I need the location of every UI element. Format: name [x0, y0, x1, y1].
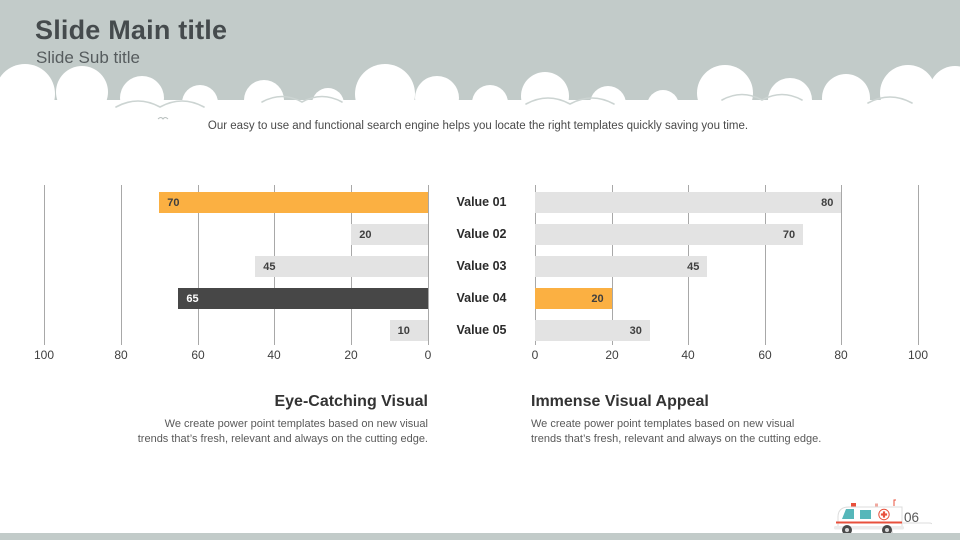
bar-value-label: 20 [359, 228, 372, 241]
axis-tick-label: 100 [33, 348, 55, 362]
bar-value-label: 20 [591, 292, 604, 305]
bar-value-label: 80 [821, 196, 834, 209]
chart-left-plot: 100 80 60 40 20 0 70 20 45 65 10 [34, 185, 431, 362]
axis-tick-label: 60 [191, 348, 205, 362]
bar-left-value-05: 10 [389, 320, 428, 341]
bar-left-value-04: 65 [178, 288, 428, 309]
gridline [918, 185, 919, 345]
axis-tick-label: 100 [907, 348, 929, 362]
category-label: Value 02 [456, 227, 507, 241]
category-label: Value 03 [456, 259, 507, 273]
bar-value-label: 45 [263, 260, 276, 273]
bar-left-value-03: 45 [255, 256, 428, 277]
gridline [765, 185, 766, 345]
bar-left-value-01: 70 [159, 192, 428, 213]
gridline [44, 185, 45, 345]
caption-left: Eye-Catching Visual We create power poin… [137, 393, 428, 446]
axis-tick-label: 0 [531, 348, 539, 362]
bird-decoration-icon [157, 117, 169, 120]
bar-right-value-05: 30 [535, 320, 650, 341]
caption-left-body: We create power point templates based on… [137, 418, 428, 445]
gridline [121, 185, 122, 345]
bar-value-label: 30 [629, 324, 642, 337]
gridline [198, 185, 199, 345]
axis-tick-label: 0 [424, 348, 432, 362]
bar-value-label: 70 [782, 228, 796, 241]
axis-tick-label: 20 [344, 348, 358, 362]
axis-tick-label: 80 [114, 348, 128, 362]
bar-right-value-04: 20 [535, 288, 612, 309]
bar-left-value-02: 20 [351, 224, 428, 245]
page-title: Slide Main title [35, 15, 228, 45]
bar-value-label: 45 [687, 260, 700, 273]
axis-tick-label: 80 [834, 348, 848, 362]
page-number: 06 [904, 510, 920, 525]
axis-tick-label: 40 [267, 348, 281, 362]
caption-right-body: We create power point templates based on… [531, 418, 822, 445]
caption-left-heading: Eye-Catching Visual [274, 393, 428, 410]
category-label: Value 01 [456, 195, 507, 209]
chart-category-labels: Value 01 Value 02 Value 03 Value 04 Value 05 [428, 185, 535, 345]
page-subtitle: Slide Sub title [36, 48, 140, 67]
bar-value-label: 70 [167, 196, 180, 209]
bar-value-label: 10 [397, 324, 410, 337]
bar-right-value-01: 80 [535, 192, 842, 213]
ambulance-icon [834, 499, 932, 536]
axis-tick-label: 60 [758, 348, 772, 362]
chart-right-plot: 0 20 40 60 80 100 80 70 45 20 30 [532, 185, 928, 362]
caption-right-heading: Immense Visual Appeal [531, 393, 709, 410]
intro-text: Our easy to use and functional search en… [207, 120, 749, 132]
caption-right: Immense Visual Appeal We create power po… [531, 393, 822, 446]
category-label: Value 04 [456, 291, 507, 305]
header-cloud-graphic [0, 0, 960, 114]
gridline [428, 185, 429, 345]
bar-right-value-02: 70 [535, 224, 804, 245]
footer-strip [0, 533, 960, 540]
category-label: Value 05 [456, 323, 507, 337]
bar-value-label: 65 [186, 292, 199, 305]
bar-right-value-03: 45 [535, 256, 708, 277]
axis-tick-label: 40 [681, 348, 695, 362]
gridline [841, 185, 842, 345]
axis-tick-label: 20 [605, 348, 619, 362]
